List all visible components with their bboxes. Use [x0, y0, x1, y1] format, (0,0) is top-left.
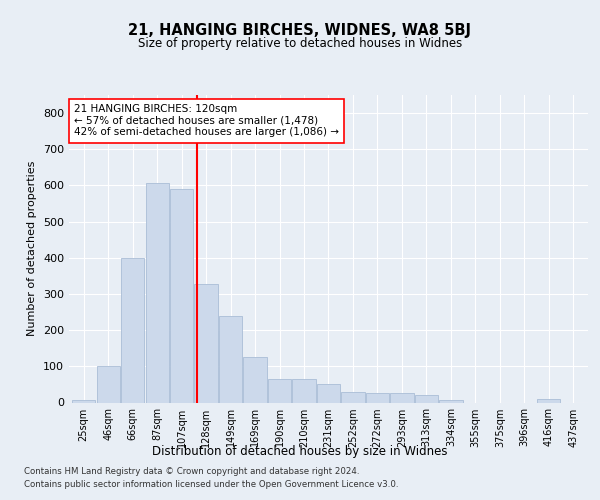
Text: Contains HM Land Registry data © Crown copyright and database right 2024.: Contains HM Land Registry data © Crown c…	[24, 467, 359, 476]
Bar	[244, 358, 266, 403]
Bar	[537, 399, 560, 402]
Text: Size of property relative to detached houses in Widnes: Size of property relative to detached ho…	[138, 38, 462, 51]
Bar	[194, 284, 218, 403]
Bar	[268, 379, 291, 402]
Bar	[292, 379, 316, 402]
Bar	[146, 182, 169, 402]
Bar	[391, 394, 413, 402]
Bar	[97, 366, 120, 403]
Bar	[439, 400, 463, 402]
Bar	[341, 392, 365, 402]
Bar	[170, 189, 193, 402]
Y-axis label: Number of detached properties: Number of detached properties	[28, 161, 37, 336]
Bar	[72, 400, 95, 402]
Text: Distribution of detached houses by size in Widnes: Distribution of detached houses by size …	[152, 444, 448, 458]
Text: Contains public sector information licensed under the Open Government Licence v3: Contains public sector information licen…	[24, 480, 398, 489]
Bar	[219, 316, 242, 402]
Text: 21, HANGING BIRCHES, WIDNES, WA8 5BJ: 21, HANGING BIRCHES, WIDNES, WA8 5BJ	[128, 22, 472, 38]
Bar	[366, 394, 389, 402]
Bar	[317, 384, 340, 402]
Bar	[415, 396, 438, 402]
Bar	[121, 258, 144, 402]
Text: 21 HANGING BIRCHES: 120sqm
← 57% of detached houses are smaller (1,478)
42% of s: 21 HANGING BIRCHES: 120sqm ← 57% of deta…	[74, 104, 339, 138]
